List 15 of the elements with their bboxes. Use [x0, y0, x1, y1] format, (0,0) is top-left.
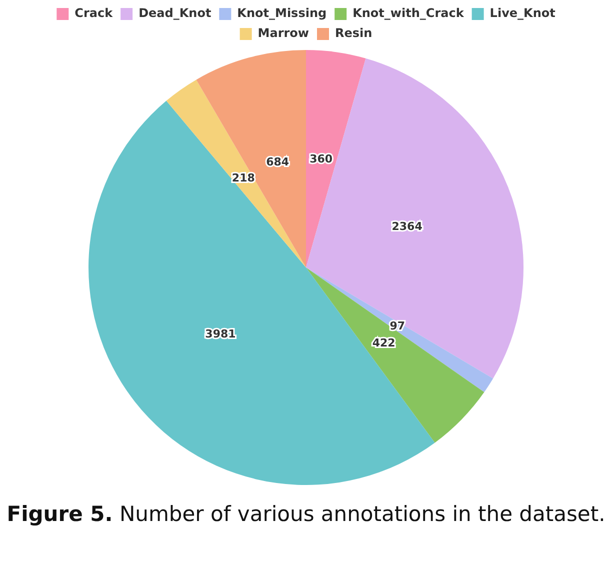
caption: Figure 5. Number of various annotations in the dataset.: [6, 502, 606, 526]
legend-label: Knot_with_Crack: [352, 6, 465, 20]
data-label: 360: [310, 152, 333, 166]
legend-label: Resin: [335, 26, 372, 40]
data-label: 97: [390, 319, 406, 332]
legend-label: Crack: [74, 6, 114, 20]
legend-label: Marrow: [258, 26, 310, 40]
data-label: 218: [232, 171, 255, 184]
data-label: 3981: [205, 328, 236, 341]
legend-label: Knot_Missing: [237, 6, 327, 20]
data-label: 684: [266, 155, 290, 168]
legend-label: Dead_Knot: [138, 6, 212, 20]
legend-label: Live_Knot: [490, 6, 556, 20]
data-label: 2364: [392, 220, 423, 234]
data-label: 422: [372, 336, 396, 350]
